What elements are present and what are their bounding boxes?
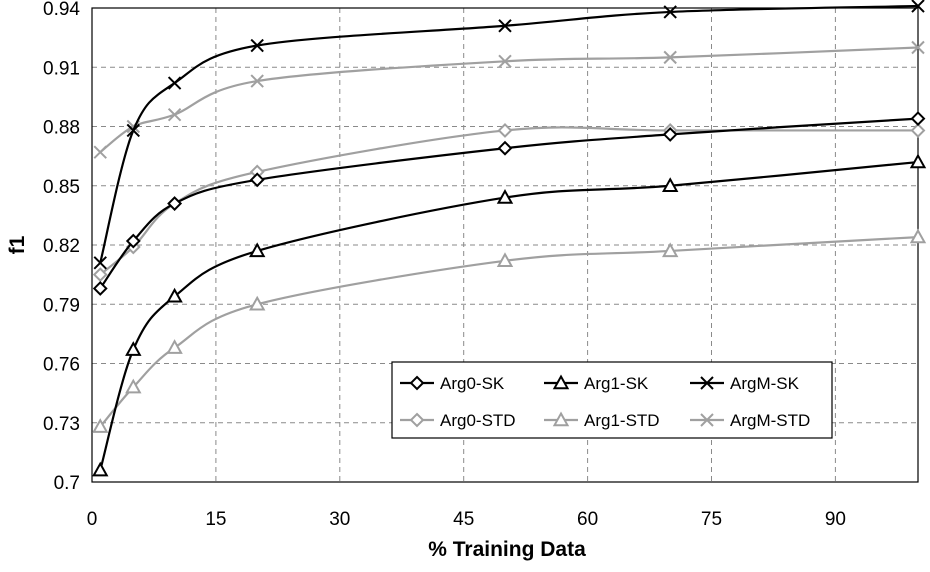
data-point-triangle [92, 418, 109, 433]
y-tick-label: 0.82 [43, 236, 80, 257]
legend-item: Arg0-STD [400, 411, 516, 430]
data-point-diamond [662, 126, 678, 142]
legend-label: ArgM-SK [730, 374, 800, 393]
data-point-x [126, 123, 141, 138]
data-point-diamond [92, 281, 108, 296]
data-point-triangle [662, 177, 679, 192]
x-tick-label: 60 [577, 509, 598, 530]
data-point-diamond [497, 123, 513, 138]
data-point-triangle [249, 295, 266, 311]
x-tick-label: 75 [701, 509, 722, 530]
data-point-triangle [552, 374, 570, 390]
y-tick-label: 0.91 [43, 58, 80, 79]
series-lines [92, 0, 927, 477]
data-point-diamond [125, 233, 141, 249]
series-arg0-sk [92, 111, 926, 296]
data-point-triangle [125, 341, 142, 356]
x-tick-labels: 0 15 30 45 60 75 90 [87, 509, 846, 530]
x-tick-label: 15 [205, 509, 226, 530]
x-tick-label: 30 [329, 509, 350, 530]
data-point-triangle [496, 189, 514, 204]
y-tick-label: 0.7 [54, 473, 80, 494]
y-tick-labels: 0.7 0.73 0.76 0.79 0.82 0.85 0.88 0.91 0.94 [43, 0, 80, 494]
series-argm-std [93, 40, 925, 159]
legend-item: Arg0-SK [400, 374, 505, 393]
data-point-triangle [249, 242, 266, 258]
data-point-triangle [166, 287, 183, 303]
y-tick-label: 0.88 [43, 118, 80, 139]
y-tick-label: 0.85 [43, 177, 80, 198]
data-point-x [167, 76, 182, 90]
series-arg1-sk [92, 153, 927, 477]
data-point-diamond [92, 267, 108, 283]
data-point-triangle [496, 252, 514, 267]
data-point-triangle [552, 411, 570, 427]
y-axis-title: f1 [6, 235, 29, 254]
y-tick-label: 0.94 [43, 0, 80, 20]
data-point-triangle [662, 242, 679, 258]
legend-label: Arg1-STD [584, 411, 660, 430]
y-tick-label: 0.79 [43, 295, 80, 316]
data-point-diamond [497, 140, 513, 156]
data-point-x [498, 54, 512, 69]
legend-item: Arg1-SK [544, 374, 649, 393]
legend-label: Arg0-STD [440, 411, 516, 430]
data-point-x [911, 0, 925, 13]
legend-item: ArgM-STD [690, 411, 810, 430]
series-argm-sk [93, 0, 925, 270]
series-arg1-std [92, 228, 927, 433]
data-point-diamond [910, 123, 926, 138]
data-point-x [663, 5, 677, 19]
data-point-triangle [909, 228, 927, 244]
data-point-x [93, 145, 107, 159]
legend: Arg0-SK Arg1-SK ArgM-SK Arg0-STD Arg1-STD Arg… [391, 361, 833, 439]
y-tick-label: 0.73 [43, 414, 80, 435]
data-point-diamond [910, 111, 926, 127]
legend-label: Arg1-SK [584, 374, 649, 393]
x-tick-label: 45 [453, 509, 474, 530]
legend-label: ArgM-STD [730, 411, 810, 430]
data-point-triangle [909, 153, 927, 169]
legend-label: Arg0-SK [440, 374, 505, 393]
data-point-x [700, 376, 714, 390]
data-point-x [700, 413, 714, 427]
data-point-x [663, 50, 677, 65]
data-point-triangle [166, 339, 183, 354]
x-axis-title: % Training Data [428, 538, 586, 561]
data-point-diamond [249, 172, 265, 188]
plot-border [91, 7, 919, 483]
data-point-x [498, 19, 512, 33]
x-tick-label: 0 [87, 509, 98, 530]
legend-box [391, 361, 833, 439]
legend-item: Arg1-STD [544, 411, 660, 430]
y-tick-label: 0.76 [43, 355, 80, 376]
series-line [99, 117, 919, 290]
series-line [99, 46, 919, 154]
data-point-diamond [167, 196, 183, 211]
data-point-diamond [409, 412, 425, 428]
legend-item: ArgM-SK [690, 374, 800, 393]
x-tick-label: 90 [825, 509, 846, 530]
data-point-x [167, 107, 182, 122]
data-point-triangle [92, 461, 109, 477]
series-line [99, 236, 919, 428]
data-point-x [911, 40, 925, 55]
data-point-x [93, 256, 107, 270]
data-point-triangle [125, 378, 142, 394]
data-point-diamond [409, 375, 425, 391]
data-point-x [250, 38, 264, 53]
data-point-x [250, 74, 264, 88]
